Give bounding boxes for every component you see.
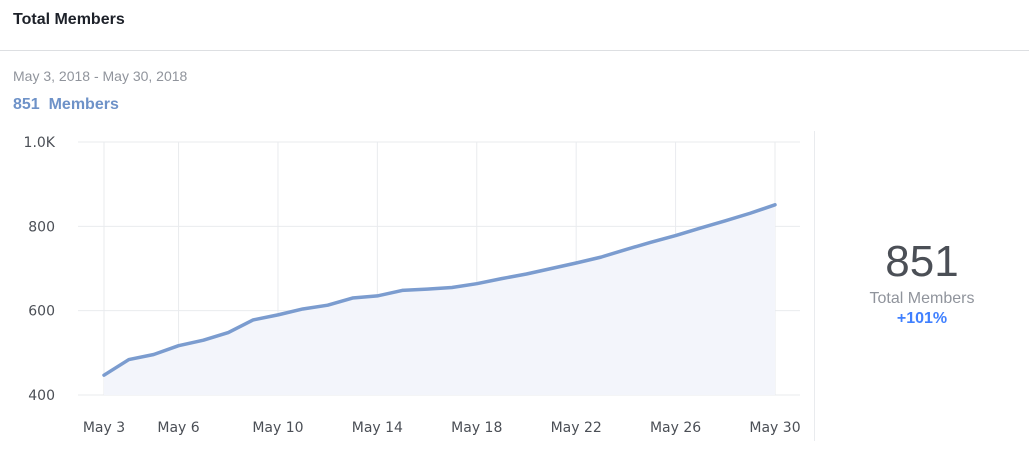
data-point	[301, 307, 304, 310]
data-point	[227, 331, 230, 334]
data-point	[649, 241, 652, 244]
members-series-line	[102, 203, 777, 377]
members-count-line: 851 Members	[13, 96, 119, 114]
summary-panel: 851 Total Members +101%	[815, 236, 1029, 328]
data-point	[376, 294, 379, 297]
members-label: Members	[48, 96, 119, 113]
data-point	[426, 288, 429, 291]
y-tick-label: 1.0K	[24, 135, 56, 151]
data-point	[152, 353, 155, 356]
data-point	[401, 289, 404, 292]
card-header: Total Members	[0, 0, 1029, 51]
data-point	[500, 277, 503, 280]
data-point	[103, 374, 106, 377]
data-point	[326, 304, 329, 307]
data-point	[127, 358, 130, 361]
members-count: 851	[13, 96, 40, 113]
members-area-fill	[104, 204, 775, 395]
data-point	[252, 318, 255, 321]
data-point	[525, 272, 528, 275]
data-point	[276, 313, 279, 316]
growth-percentage: +101%	[896, 310, 948, 327]
x-tick-label: May 3	[83, 420, 125, 436]
x-tick-label: May 30	[749, 420, 800, 436]
data-point	[351, 297, 354, 300]
data-point	[550, 267, 553, 270]
x-tick-label: May 6	[157, 420, 199, 436]
data-point	[202, 339, 205, 342]
card-title: Total Members	[13, 11, 125, 28]
y-tick-label: 800	[28, 219, 55, 235]
x-tick-label: May 26	[650, 420, 701, 436]
data-point	[699, 227, 702, 230]
data-point	[450, 286, 453, 289]
date-range: May 3, 2018 - May 30, 2018	[13, 68, 188, 84]
y-tick-label: 600	[28, 304, 55, 320]
data-point	[774, 203, 777, 206]
y-tick-label: 400	[28, 388, 55, 404]
data-point	[475, 282, 478, 285]
data-point	[674, 234, 677, 237]
data-point	[600, 256, 603, 259]
total-members-label: Total Members	[869, 290, 975, 307]
members-area-chart: 400 600 800 1.0K May 3 May 6 May 10 May 14 May 1…	[24, 135, 801, 436]
data-point	[749, 212, 752, 215]
chart-divider	[814, 131, 815, 441]
data-point	[724, 219, 727, 222]
x-tick-label: May 22	[551, 420, 602, 436]
data-point	[177, 344, 180, 347]
total-members-value: 851	[885, 237, 959, 286]
data-point	[624, 248, 627, 251]
data-point	[575, 262, 578, 265]
x-tick-label: May 18	[451, 420, 502, 436]
x-tick-label: May 10	[252, 420, 303, 436]
x-tick-label: May 14	[352, 420, 403, 436]
